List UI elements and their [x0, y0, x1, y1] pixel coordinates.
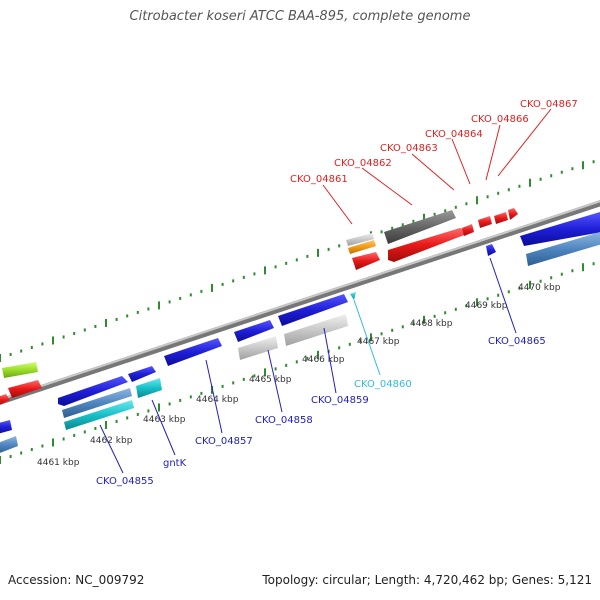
gene-arrow-lime[interactable]	[2, 362, 38, 378]
leader-line	[451, 138, 471, 185]
label-leaders	[99, 108, 552, 474]
gene-arrow-red[interactable]	[478, 216, 492, 228]
gene-arrow-red[interactable]	[388, 228, 472, 262]
tick-label: 4469 kbp	[465, 301, 508, 311]
tick-label: 4467 kbp	[357, 337, 400, 347]
genome-backbone	[0, 200, 600, 405]
gene-labels: CKO_04861 CKO_04862 CKO_04863 CKO_04864 …	[96, 99, 578, 487]
gene-arrow-gray[interactable]	[346, 233, 374, 246]
gene-label[interactable]: CKO_04865	[488, 336, 546, 347]
leader-line	[322, 184, 353, 225]
gene-label[interactable]: CKO_04860	[354, 379, 412, 390]
leader-line	[485, 124, 501, 181]
leader-line	[151, 399, 176, 456]
gene-label[interactable]: CKO_04867	[520, 99, 578, 110]
gene-arrow-steel[interactable]	[526, 232, 600, 266]
gene-arrow-cyan[interactable]	[64, 400, 134, 430]
gene-arrow-gray[interactable]	[238, 336, 278, 360]
gene-arrow-steel[interactable]	[0, 436, 18, 454]
gene-label[interactable]: CKO_04861	[290, 174, 348, 185]
gene-arrow-steel[interactable]	[62, 388, 132, 418]
reverse-genes	[0, 232, 600, 454]
forward-genes	[0, 208, 600, 406]
tick-label: 4468 kbp	[410, 319, 453, 329]
gene-arrow-blue[interactable]	[520, 212, 600, 246]
leader-line	[411, 153, 455, 191]
leader-line	[489, 257, 517, 334]
gene-arrow-blue[interactable]	[58, 376, 128, 406]
upper-tick-row	[0, 160, 595, 362]
gene-arrow-blue[interactable]	[128, 366, 156, 382]
tick-label: 4464 kbp	[196, 395, 239, 405]
leader-line	[497, 108, 552, 177]
leader-line	[361, 167, 413, 206]
gene-label[interactable]: CKO_04864	[425, 129, 483, 140]
gene-arrow-red[interactable]	[8, 380, 42, 398]
accession-text: Accession: NC_009792	[8, 573, 145, 587]
leader-line	[323, 327, 337, 394]
leader-line	[205, 359, 223, 434]
genome-backbone-highlight	[0, 200, 600, 401]
gene-arrow-cyan[interactable]	[350, 292, 356, 300]
leader-line	[353, 299, 381, 376]
gene-arrow-blue[interactable]	[234, 320, 274, 342]
gene-arrow-gray[interactable]	[284, 314, 348, 346]
gene-arrow-orange[interactable]	[348, 240, 376, 254]
gene-arrow-cyan[interactable]	[136, 378, 162, 398]
tick-label: 4466 kbp	[302, 355, 345, 365]
gene-label[interactable]: CKO_04857	[195, 436, 253, 447]
position-tick-labels: 4461 kbp 4462 kbp 4463 kbp 4464 kbp 4465…	[37, 283, 561, 468]
gene-arrow-red[interactable]	[462, 224, 474, 236]
gene-label[interactable]: CKO_04862	[334, 158, 392, 169]
leader-line	[99, 424, 124, 474]
gene-label[interactable]: CKO_04863	[380, 143, 438, 154]
gene-arrow-blue[interactable]	[0, 420, 12, 434]
gene-label[interactable]: CKO_04858	[255, 415, 313, 426]
tick-label: 4470 kbp	[518, 283, 561, 293]
gene-arrow-dark[interactable]	[384, 210, 456, 244]
map-title: Citrobacter koseri ATCC BAA-895, complet…	[129, 9, 471, 24]
lower-tick-row	[0, 262, 595, 464]
gene-arrow-blue[interactable]	[278, 294, 348, 326]
genome-summary-text: Topology: circular; Length: 4,720,462 bp…	[262, 573, 592, 587]
gene-label[interactable]: CKO_04859	[311, 395, 369, 406]
tick-label: 4461 kbp	[37, 458, 80, 468]
gene-arrow-red[interactable]	[494, 212, 508, 224]
tick-label: 4465 kbp	[249, 375, 292, 385]
leader-line	[267, 349, 283, 413]
gene-label[interactable]: CKO_04855	[96, 476, 154, 487]
tick-label: 4462 kbp	[90, 436, 133, 446]
gene-label[interactable]: gntK	[163, 458, 187, 469]
gene-arrow-blue[interactable]	[164, 338, 222, 366]
gene-arrow-blue[interactable]	[486, 244, 496, 256]
gene-label[interactable]: CKO_04866	[471, 114, 529, 125]
gene-arrow-red[interactable]	[0, 394, 10, 406]
gene-arrow-red[interactable]	[508, 208, 518, 220]
tick-label: 4463 kbp	[143, 415, 186, 425]
gene-arrow-red[interactable]	[352, 252, 380, 270]
